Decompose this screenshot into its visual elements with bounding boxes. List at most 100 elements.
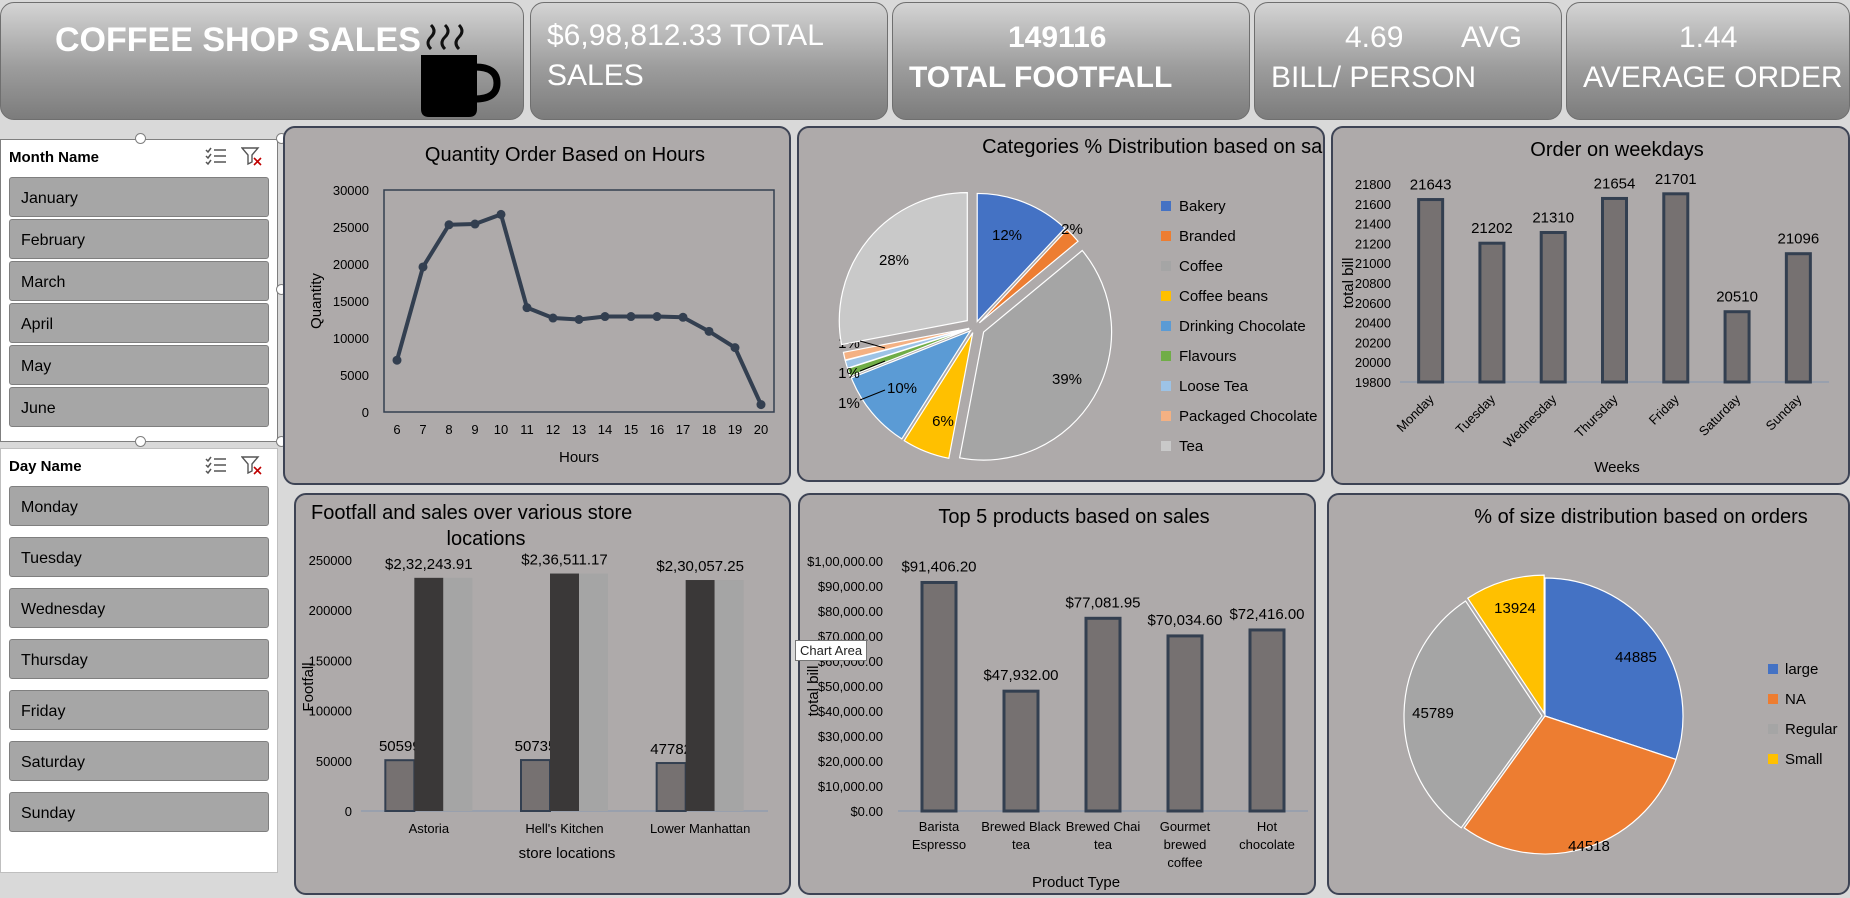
chart-panel-size[interactable]: % of size distribution based on orders 44… <box>1327 493 1850 895</box>
y-tick-label: 10000 <box>333 331 369 346</box>
kpi-total-sales: $6,98,812.33 TOTAL SALES <box>530 2 888 120</box>
legend-swatch <box>1161 201 1171 211</box>
pie-data-label: 1% <box>838 395 860 412</box>
y-tick-label: $50,000.00 <box>818 679 883 694</box>
slicer-item-wednesday[interactable]: Wednesday <box>9 588 269 628</box>
y-tick-label: 25000 <box>333 220 369 235</box>
chart-area-tooltip: Chart Area <box>795 640 868 661</box>
x-tick-label: 11 <box>520 422 534 437</box>
x-tick-label: Gourmet <box>1160 819 1211 834</box>
avg-bill-label-1: AVG <box>1461 21 1523 54</box>
multi-select-icon[interactable] <box>205 146 227 166</box>
chart-title: % of size distribution based on orders <box>1474 506 1808 528</box>
slicer-item-may[interactable]: May <box>9 345 269 385</box>
bar <box>1166 634 1204 813</box>
clear-filter-icon[interactable] <box>241 146 263 166</box>
pie-data-label: 2% <box>1061 221 1083 238</box>
avg-bill-value: 4.69 <box>1345 21 1404 54</box>
x-tick-label: Friday <box>1646 391 1682 427</box>
x-tick-label: 19 <box>728 422 742 437</box>
y-tick-label: 100000 <box>309 704 352 719</box>
data-point <box>678 312 688 322</box>
x-axis-title: store locations <box>519 845 616 862</box>
pie-slice-bakery <box>976 192 1066 323</box>
x-axis-title: Product Type <box>1032 874 1120 891</box>
bar <box>384 759 416 813</box>
day-slicer[interactable]: Day Name Monday Tuesday Wednesday Thursday F… <box>0 448 278 873</box>
y-tick-label: $20,000.00 <box>818 754 883 769</box>
data-point <box>574 315 584 324</box>
slicer-item-thursday[interactable]: Thursday <box>9 639 269 679</box>
x-tick-label: 13 <box>572 422 586 437</box>
y-tick-label: 20000 <box>1355 355 1391 370</box>
data-point <box>418 262 428 272</box>
pie-slice-branded <box>978 228 1079 324</box>
legend-swatch <box>1161 261 1171 271</box>
slicer-item-february[interactable]: February <box>9 219 269 259</box>
bar <box>579 573 608 811</box>
data-label: 21643 <box>1410 177 1452 194</box>
slicer-item-march[interactable]: March <box>9 261 269 301</box>
legend-swatch <box>1768 724 1778 734</box>
month-slicer[interactable]: Month Name January February March April May J… <box>0 139 278 442</box>
data-label: 50735 <box>515 738 557 755</box>
chart-panel-locations[interactable]: Footfall and sales over various store loc… <box>294 493 791 895</box>
leader-line <box>859 340 886 349</box>
x-axis-title: Weeks <box>1594 459 1640 476</box>
bar <box>1601 196 1628 384</box>
pie-slice-large <box>1544 577 1684 761</box>
slicer-item-june[interactable]: June <box>9 387 269 427</box>
pie-data-label: 12% <box>992 227 1022 244</box>
multi-select-icon[interactable] <box>205 455 227 475</box>
data-label: $47,932.00 <box>983 667 1058 684</box>
chart-panel-weekdays[interactable]: Order on weekdays 19800 20000 20200 20400 206… <box>1331 126 1850 485</box>
resize-handle[interactable] <box>135 436 146 447</box>
data-label: 21310 <box>1532 210 1574 227</box>
x-tick-label: Wednesday <box>1500 391 1559 450</box>
month-slicer-header: Month Name <box>1 140 277 176</box>
slicer-item-january[interactable]: January <box>9 177 269 217</box>
month-slicer-title: Month Name <box>9 149 99 166</box>
bar <box>1002 689 1040 813</box>
data-point <box>600 312 610 322</box>
y-tick-label: $40,000.00 <box>818 704 883 719</box>
data-label: 50599 <box>379 738 421 755</box>
x-tick-label: Brewed Chai <box>1066 819 1141 834</box>
y-tick-label: 0 <box>345 804 352 819</box>
slicer-item-friday[interactable]: Friday <box>9 690 269 730</box>
bar <box>1248 628 1286 813</box>
clear-filter-icon[interactable] <box>241 455 263 475</box>
slicer-item-april[interactable]: April <box>9 303 269 343</box>
slicer-item-tuesday[interactable]: Tuesday <box>9 537 269 577</box>
slicer-item-saturday[interactable]: Saturday <box>9 741 269 781</box>
chart-panel-hourly[interactable]: Quantity Order Based on Hours 0 5000 10000 1… <box>283 126 791 485</box>
y-tick-label: 250000 <box>309 553 352 568</box>
y-tick-label: $30,000.00 <box>818 729 883 744</box>
resize-handle[interactable] <box>135 133 146 144</box>
chart-panel-categories[interactable]: Categories % Distribution based on sales… <box>797 126 1348 482</box>
chart-title: Categories % Distribution based on sales <box>982 136 1323 158</box>
y-tick-label: 20600 <box>1355 296 1391 311</box>
x-tick-label: tea <box>1012 837 1031 852</box>
legend-label: Tea <box>1179 438 1204 455</box>
data-point <box>756 400 766 410</box>
slicer-item-sunday[interactable]: Sunday <box>9 792 269 832</box>
y-tick-label: 21200 <box>1355 236 1391 251</box>
y-tick-label: 50000 <box>316 754 352 769</box>
x-tick-label: coffee <box>1167 855 1202 870</box>
bar <box>655 762 687 813</box>
legend-label: Loose Tea <box>1179 378 1249 395</box>
weekday-orders-chart: Order on weekdays 19800 20000 20200 20400 206… <box>1340 139 1829 476</box>
y-tick-label: 30000 <box>333 183 369 198</box>
x-tick-label: 18 <box>702 422 716 437</box>
pie-slice-coffee <box>958 249 1113 461</box>
legend-swatch <box>1768 664 1778 674</box>
x-tick-label: 15 <box>624 422 638 437</box>
data-label: 21202 <box>1471 220 1513 237</box>
chart-panel-top-products[interactable]: Top 5 products based on sales $0.00 $10,00… <box>798 493 1316 895</box>
x-tick-label: 20 <box>754 422 768 437</box>
bar <box>1723 310 1751 384</box>
pie-slice-na <box>1463 715 1677 855</box>
slicer-item-monday[interactable]: Monday <box>9 486 269 526</box>
bar <box>714 580 744 811</box>
